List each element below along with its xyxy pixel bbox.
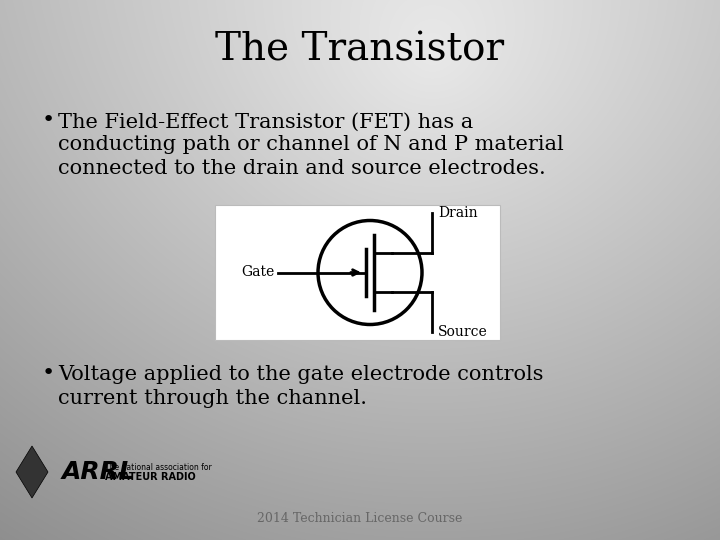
Text: ARRL: ARRL xyxy=(62,460,136,484)
Text: Voltage applied to the gate electrode controls: Voltage applied to the gate electrode co… xyxy=(58,366,544,384)
Text: AMATEUR RADIO: AMATEUR RADIO xyxy=(105,472,196,482)
Polygon shape xyxy=(16,446,48,498)
Text: connected to the drain and source electrodes.: connected to the drain and source electr… xyxy=(58,159,546,178)
Text: •: • xyxy=(42,110,55,130)
Text: Drain: Drain xyxy=(438,206,477,220)
Text: Gate: Gate xyxy=(240,266,274,280)
Text: 2014 Technician License Course: 2014 Technician License Course xyxy=(257,511,463,524)
Text: Source: Source xyxy=(438,325,487,339)
Text: •: • xyxy=(42,363,55,383)
Text: The national association for: The national association for xyxy=(105,463,212,472)
Bar xyxy=(215,205,500,340)
Text: conducting path or channel of N and P material: conducting path or channel of N and P ma… xyxy=(58,136,564,154)
Text: The Transistor: The Transistor xyxy=(215,31,505,69)
Text: The Field-Effect Transistor (FET) has a: The Field-Effect Transistor (FET) has a xyxy=(58,112,473,132)
Text: current through the channel.: current through the channel. xyxy=(58,388,367,408)
